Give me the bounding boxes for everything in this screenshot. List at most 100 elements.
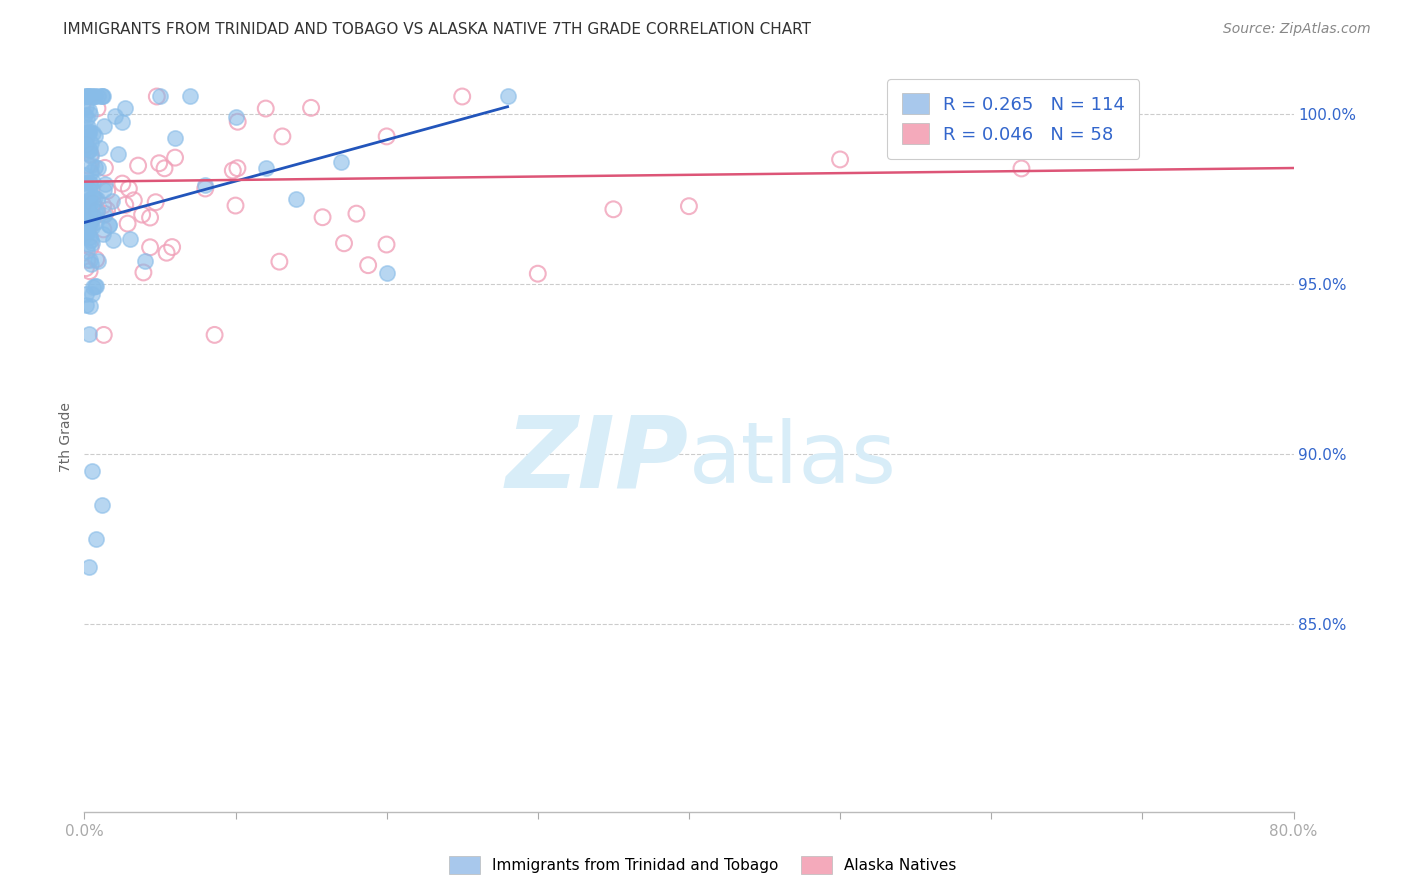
Point	[84, 129, 107, 144]
Point	[79, 240, 101, 254]
Point	[254, 102, 277, 116]
Point	[76, 204, 98, 219]
Point	[82, 89, 104, 103]
Point	[79, 264, 101, 278]
Point	[75, 228, 97, 243]
Point	[80, 149, 103, 163]
Point	[79, 218, 101, 232]
Point	[77, 158, 100, 172]
Point	[77, 175, 100, 189]
Point	[75, 89, 97, 103]
Point	[90, 89, 112, 103]
Point	[204, 327, 226, 342]
Point	[82, 127, 104, 141]
Point	[79, 193, 101, 207]
Point	[97, 218, 120, 232]
Point	[77, 202, 100, 217]
Point	[84, 89, 107, 103]
Text: IMMIGRANTS FROM TRINIDAD AND TOBAGO VS ALASKA NATIVE 7TH GRADE CORRELATION CHART: IMMIGRANTS FROM TRINIDAD AND TOBAGO VS A…	[63, 22, 811, 37]
Point	[330, 155, 353, 169]
Point	[127, 159, 149, 173]
Point	[375, 129, 398, 144]
Point	[93, 119, 115, 133]
Point	[75, 202, 97, 217]
Point	[357, 258, 380, 272]
Point	[299, 101, 322, 115]
Point	[75, 195, 97, 210]
Point	[79, 212, 101, 227]
Point	[93, 89, 115, 103]
Point	[80, 159, 103, 173]
Point	[527, 267, 550, 281]
Point	[86, 203, 108, 218]
Point	[134, 253, 156, 268]
Point	[75, 129, 97, 144]
Point	[84, 191, 107, 205]
Point	[225, 110, 247, 124]
Point	[82, 287, 104, 301]
Point	[226, 114, 249, 128]
Point	[80, 90, 103, 104]
Point	[76, 112, 98, 126]
Point	[87, 254, 110, 268]
Point	[75, 298, 97, 312]
Point	[76, 226, 98, 240]
Point	[451, 89, 474, 103]
Point	[80, 233, 103, 247]
Point	[75, 287, 97, 301]
Point	[375, 266, 398, 280]
Point	[76, 126, 98, 140]
Point	[77, 120, 100, 135]
Point	[93, 208, 115, 222]
Point	[1011, 161, 1033, 176]
Point	[91, 198, 114, 212]
Point	[285, 192, 308, 206]
Point	[77, 103, 100, 117]
Point	[146, 89, 169, 103]
Point	[79, 143, 101, 157]
Point	[94, 207, 117, 221]
Point	[132, 265, 155, 279]
Point	[77, 143, 100, 157]
Point	[84, 160, 107, 174]
Point	[179, 89, 201, 103]
Point	[75, 168, 97, 182]
Point	[86, 533, 108, 547]
Point	[269, 254, 291, 268]
Point	[75, 137, 97, 152]
Point	[79, 136, 101, 150]
Point	[86, 205, 108, 219]
Point	[79, 253, 101, 268]
Point	[145, 195, 167, 210]
Point	[602, 202, 624, 217]
Point	[139, 240, 162, 254]
Point	[160, 240, 183, 254]
Point	[254, 161, 277, 175]
Point	[104, 109, 127, 123]
Point	[75, 185, 97, 199]
Point	[82, 209, 104, 223]
Point	[79, 215, 101, 229]
Text: Source: ZipAtlas.com: Source: ZipAtlas.com	[1223, 22, 1371, 37]
Point	[75, 227, 97, 241]
Point	[114, 198, 136, 212]
Point	[75, 145, 97, 160]
Point	[80, 464, 103, 478]
Text: ZIP: ZIP	[506, 411, 689, 508]
Point	[79, 107, 101, 121]
Point	[79, 124, 101, 138]
Point	[311, 211, 333, 225]
Point	[77, 559, 100, 574]
Point	[75, 140, 97, 154]
Point	[114, 101, 136, 115]
Point	[155, 245, 177, 260]
Point	[97, 219, 120, 233]
Point	[82, 175, 104, 189]
Y-axis label: 7th Grade: 7th Grade	[59, 402, 73, 472]
Legend: Immigrants from Trinidad and Tobago, Alaska Natives: Immigrants from Trinidad and Tobago, Ala…	[443, 850, 963, 880]
Point	[75, 261, 97, 276]
Point	[80, 147, 103, 161]
Point	[77, 201, 100, 215]
Point	[226, 161, 249, 176]
Point	[79, 300, 101, 314]
